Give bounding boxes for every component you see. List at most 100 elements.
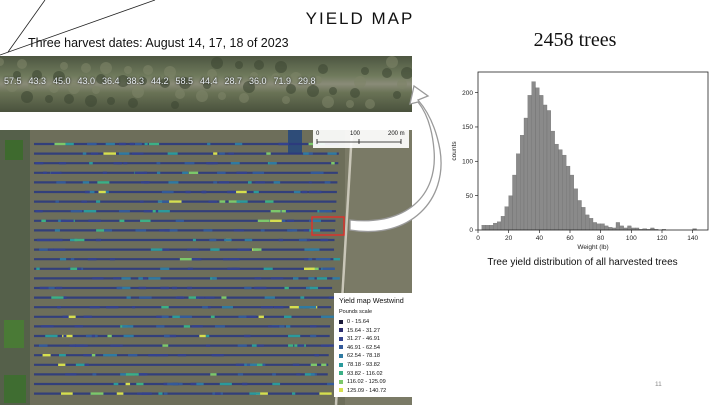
strip-value-label: 71.9 — [273, 76, 292, 86]
map-row-segment — [120, 373, 132, 376]
map-row-segment — [228, 152, 235, 155]
map-row-segment — [56, 181, 66, 184]
histogram-bar — [608, 227, 613, 231]
map-row-segment — [152, 210, 156, 213]
map-row-segment — [70, 210, 83, 213]
map-row-segment — [303, 306, 317, 309]
map-row-segment — [134, 171, 148, 174]
histogram-bar — [531, 81, 536, 231]
map-row-segment — [126, 296, 131, 299]
map-row-segment — [187, 267, 193, 270]
map-row-segment — [156, 325, 165, 328]
map-row-segment — [305, 286, 312, 290]
map-row-segment — [228, 258, 240, 261]
map-row-segment — [167, 152, 178, 155]
map-row-segment — [74, 238, 85, 242]
curved-arrow-icon — [349, 84, 442, 233]
map-row-segment — [254, 286, 267, 290]
map-row-segment — [35, 210, 43, 213]
scale-label-200: 200 m — [388, 131, 405, 137]
map-row-segment — [252, 248, 262, 251]
map-row-segment — [65, 142, 74, 146]
map-row-segment — [177, 354, 187, 357]
map-row-segment — [123, 162, 128, 165]
map-row-segment — [212, 277, 217, 280]
strip-foliage — [254, 60, 264, 70]
map-row-segment — [96, 229, 105, 232]
map-row-segment — [298, 238, 307, 242]
histogram-bar — [577, 200, 582, 231]
strip-foliage — [143, 65, 153, 75]
map-row-segment — [258, 315, 264, 318]
strip-foliage — [318, 64, 328, 74]
map-row-segment — [95, 238, 101, 242]
map-row-segment — [270, 277, 284, 280]
map-row-segment — [297, 344, 305, 347]
map-row-segment — [105, 142, 115, 146]
map-row-segment — [182, 171, 188, 174]
map-row-segment — [264, 296, 275, 299]
map-row-segment — [237, 344, 247, 347]
map-row-segment — [210, 248, 219, 251]
map-row-segment — [293, 190, 301, 194]
strip-foliage — [243, 81, 255, 93]
map-row-segment — [312, 219, 321, 222]
strip-foliage — [85, 95, 97, 107]
strip-foliage — [13, 71, 21, 79]
map-row-segment — [98, 190, 106, 194]
strip-value-label: 43.0 — [77, 76, 96, 86]
map-row-segment — [205, 344, 211, 347]
map-row-segment — [327, 382, 339, 386]
map-row-segment — [266, 152, 271, 155]
x-tick-label: 80 — [597, 235, 605, 242]
map-row-segment — [224, 238, 232, 242]
strip-foliage — [282, 96, 290, 104]
strip-foliage — [64, 94, 74, 104]
strip-foliage — [322, 96, 334, 108]
legend-label: 0 - 15.64 — [347, 319, 370, 325]
map-row-segment — [116, 392, 124, 395]
map-row-segment — [91, 354, 96, 357]
map-row-segment — [246, 315, 257, 318]
map-row-segment — [237, 248, 250, 251]
highlight-box — [311, 216, 345, 236]
histogram-bar — [485, 225, 490, 231]
map-row-segment — [161, 315, 169, 318]
map-row-segment — [53, 248, 66, 251]
map-row-segment — [333, 258, 341, 261]
map-row-segment — [214, 325, 225, 328]
map-row-segment — [89, 162, 93, 165]
strip-foliage — [250, 72, 258, 80]
map-row-segment — [139, 296, 152, 299]
strip-foliage — [314, 76, 322, 84]
legend-subtitle: Pounds scale — [339, 309, 373, 315]
map-row-segment — [158, 210, 170, 213]
map-row-segment — [140, 219, 151, 222]
map-row-segment — [163, 392, 168, 395]
histogram-bar — [589, 218, 594, 231]
legend-swatch — [339, 336, 343, 341]
histogram-bar — [562, 154, 567, 231]
map-row-segment — [107, 334, 112, 338]
map-row-segment — [270, 219, 282, 222]
map-row-segment — [310, 373, 315, 376]
map-row-segment — [65, 373, 77, 376]
map-row-segment — [328, 296, 338, 299]
legend-label: 46.91 - 62.54 — [347, 344, 380, 351]
map-row-segment — [219, 181, 230, 184]
map-row-segment — [278, 238, 284, 242]
histogram-caption: Tree yield distribution of all harvested… — [487, 257, 678, 268]
map-row-segment — [92, 373, 97, 376]
y-tick-label: 50 — [466, 193, 474, 200]
map-row-segment — [291, 392, 296, 395]
strip-foliage — [271, 73, 281, 83]
legend-item: 93.82 - 116.02 — [339, 370, 383, 378]
legend-label: 62.54 - 78.18 — [347, 353, 380, 360]
map-row-segment — [74, 325, 83, 328]
strip-foliage — [207, 69, 217, 79]
legend-item: 31.27 - 46.91 — [339, 335, 380, 343]
strip-foliage — [0, 58, 4, 66]
histogram-bar — [600, 223, 605, 231]
y-tick-label: 150 — [462, 124, 473, 131]
slide-title: YIELD MAP — [305, 9, 415, 28]
